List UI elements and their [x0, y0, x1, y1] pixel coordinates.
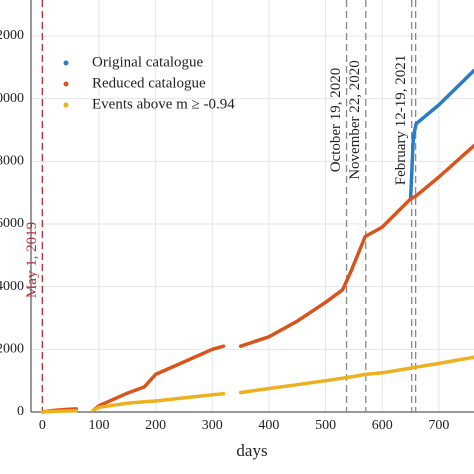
y-tick-label: 2000	[0, 342, 24, 357]
x-tick-label: 200	[145, 418, 166, 433]
y-tick-label: 8000	[0, 154, 24, 169]
x-tick-label: 500	[315, 418, 336, 433]
y-tick-label: 10000	[0, 91, 24, 106]
y-tick-label: 6000	[0, 216, 24, 231]
x-tick-label: 0	[39, 418, 46, 433]
x-tick-label: 100	[88, 418, 109, 433]
legend-marker	[63, 102, 69, 108]
x-tick-label: 600	[372, 418, 393, 433]
event-label: October 19, 2020	[328, 68, 344, 173]
x-axis-label: days	[236, 441, 267, 460]
x-tick-label: 400	[258, 418, 279, 433]
series-line	[40, 143, 474, 414]
y-tick-label: 0	[17, 404, 24, 419]
series-line	[408, 68, 474, 201]
series-line	[40, 355, 474, 414]
event-label: February 12-19, 2021	[393, 55, 409, 185]
x-tick-label: 300	[202, 418, 223, 433]
x-tick-label: 700	[428, 418, 449, 433]
event-label: November 22, 2020	[347, 60, 363, 180]
y-tick-label: 4000	[0, 279, 24, 294]
legend-marker	[63, 60, 69, 66]
event-label: May 1, 2019	[24, 222, 40, 298]
y-tick-label: 12000	[0, 28, 24, 43]
legend-label: Reduced catalogue	[92, 75, 206, 91]
legend-marker	[63, 81, 69, 87]
legend-label: Original catalogue	[92, 54, 204, 70]
legend-label: Events above m ≥ -0.94	[92, 96, 235, 112]
